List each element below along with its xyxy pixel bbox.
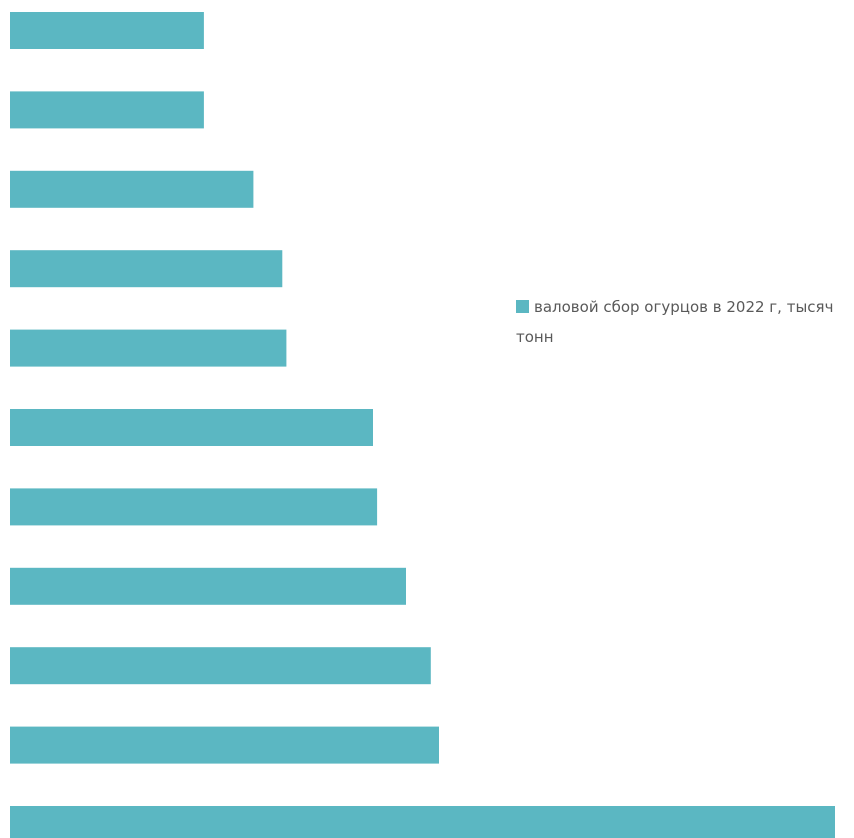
legend-swatch	[516, 300, 529, 313]
bar-11	[10, 806, 835, 838]
bar-10	[10, 726, 439, 764]
bar-7	[10, 488, 378, 526]
bar-3	[10, 170, 254, 208]
bar-4	[10, 250, 283, 288]
bar-9	[10, 647, 431, 685]
chart-legend: валовой сбор огурцов в 2022 г, тысяч тон…	[516, 292, 852, 352]
bar-2	[10, 91, 204, 129]
bar-8	[10, 567, 406, 605]
legend-label: валовой сбор огурцов в 2022 г, тысяч тон…	[516, 298, 834, 346]
bar-5	[10, 329, 287, 367]
bar-6	[10, 409, 373, 446]
bar-1	[10, 12, 204, 49]
